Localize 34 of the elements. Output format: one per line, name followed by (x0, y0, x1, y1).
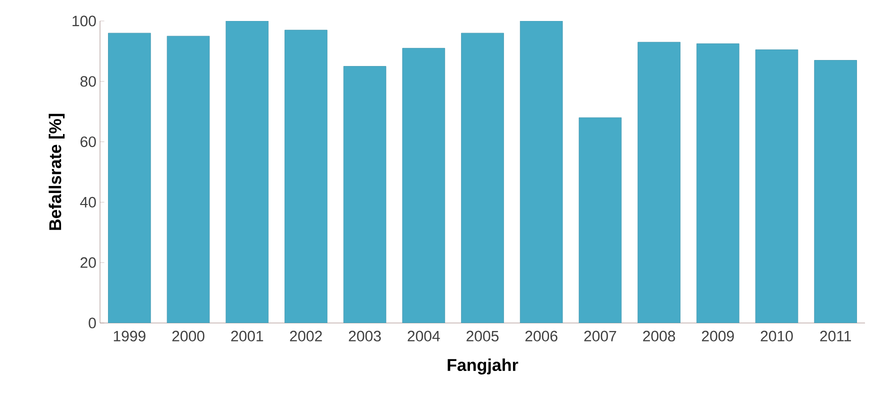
y-tick-label: 0 (88, 318, 96, 328)
y-tick-label: 80 (80, 76, 96, 87)
bar (696, 43, 740, 323)
x-tick-label: 2008 (643, 330, 676, 342)
bar (638, 42, 680, 323)
x-tick-label: 2003 (348, 330, 381, 342)
x-tick-label: 2004 (408, 330, 440, 342)
bar (461, 32, 504, 323)
y-tick-label: 60 (80, 136, 96, 148)
bar (108, 32, 151, 323)
x-tick-label: 2011 (820, 330, 851, 342)
y-tick-label: 100 (72, 16, 96, 26)
x-tick-label: 2009 (702, 330, 734, 342)
bar (402, 48, 446, 323)
x-tick-label: 2001 (231, 330, 264, 342)
x-tick-label: 2000 (172, 330, 204, 342)
bar (226, 20, 269, 323)
x-tick-label: 2010 (760, 330, 793, 342)
x-tick-label: 2007 (584, 330, 616, 342)
bar (520, 20, 563, 323)
y-tick-label: 40 (80, 196, 96, 208)
bar (284, 30, 328, 323)
x-tick-label: 2005 (466, 330, 499, 342)
x-tick-label: 2006 (525, 330, 558, 342)
bar (578, 117, 622, 323)
x-tick-label: 1999 (114, 330, 146, 342)
y-tick-label: 20 (80, 257, 96, 268)
x-tick-label: 2002 (290, 330, 322, 342)
bar (755, 49, 798, 323)
bar (166, 36, 210, 323)
bar (814, 60, 857, 323)
y-axis-title: Befallsrate [%] (48, 114, 65, 230)
bar (343, 66, 386, 323)
x-axis-title: Fangjahr (448, 358, 518, 374)
